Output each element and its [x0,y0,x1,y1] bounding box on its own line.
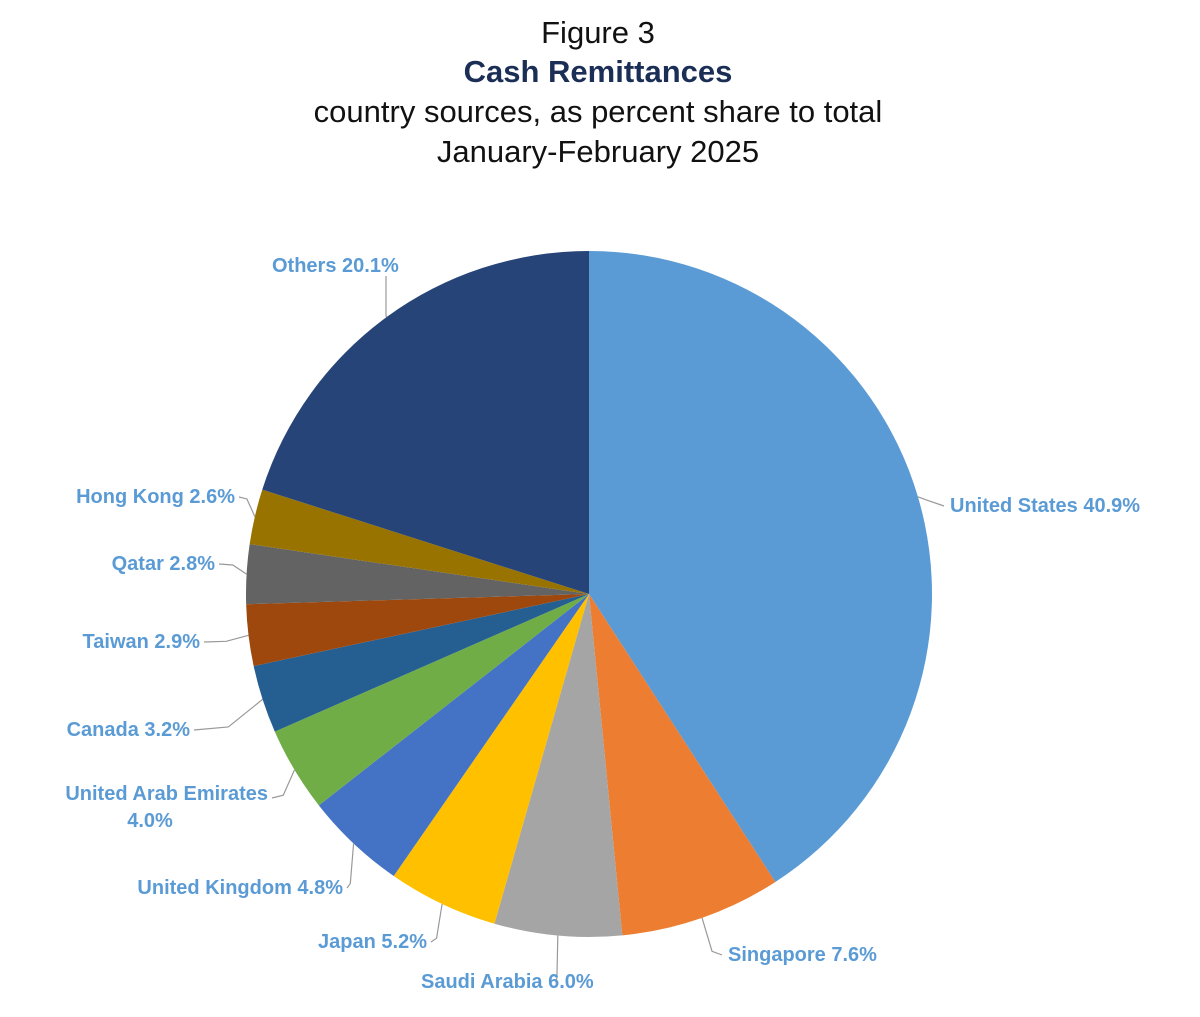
pie-slice-taiwan [246,594,589,667]
slice-label: Canada 3.2% [67,719,191,741]
pie-slice-japan [393,594,589,924]
pie-slices [245,250,933,938]
pie-slice-singapore [589,594,776,936]
pie-slice-united-kingdom [318,594,589,876]
leader-line [701,917,723,956]
slice-label: United Kingdom 4.8% [137,877,343,899]
slice-label: Japan 5.2% [318,931,427,953]
leader-line [385,276,388,318]
slice-label: Taiwan 2.9% [83,631,201,653]
slice-label: United Arab Emirates 4.0% [65,783,268,832]
pie-slice-united-arab-emirates [274,594,589,806]
pie-slice-saudi-arabia [494,594,623,938]
leader-line [346,843,355,889]
leader-line [238,496,256,517]
pie-slice-hong-kong [249,489,589,594]
slice-labels: United States 40.9% Singapore 7.6% Saudi A… [65,255,1140,993]
slice-label: Qatar 2.8% [112,553,216,575]
leader-lines [193,276,945,983]
leader-line [271,769,296,799]
chart-title: Cash Remittances [463,54,733,89]
leader-line [555,935,559,983]
slice-label: Singapore 7.6% [728,944,877,966]
pie-slice-united-states [589,251,933,882]
leader-line [218,563,247,575]
pie-slice-qatar [245,544,589,605]
pie-slice-others [262,250,589,595]
leader-line [917,496,945,507]
leader-line [203,634,249,643]
pie-slice-canada [253,594,590,732]
chart-period: January-February 2025 [436,134,760,169]
figure-label: Figure 3 [541,15,655,50]
slice-label: Saudi Arabia 6.0% [421,971,594,993]
slice-label: Hong Kong 2.6% [76,486,235,508]
slice-label: United States 40.9% [950,495,1140,517]
slice-label: Others 20.1% [272,255,399,277]
leader-line [430,903,443,943]
chart-titles: Figure 3 Cash Remittances country source… [0,14,1196,172]
leader-line [193,698,263,731]
chart-subtitle: country sources, as percent share to tot… [313,94,883,129]
